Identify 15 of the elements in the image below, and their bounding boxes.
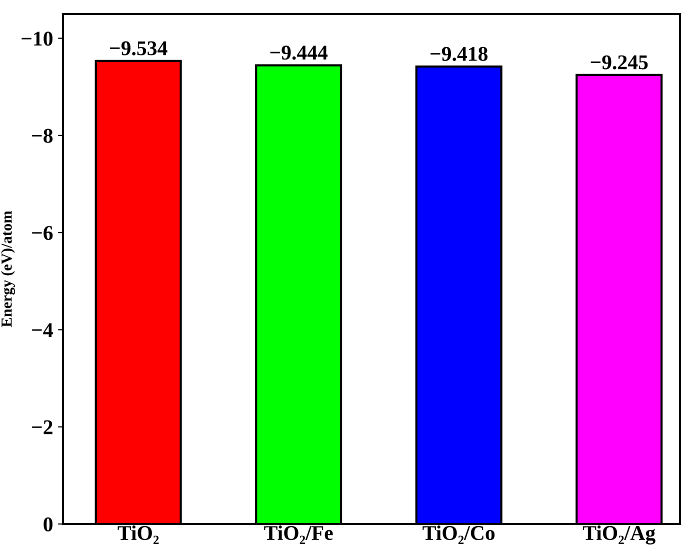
x-tick-label: TiO₂/Fe (264, 525, 333, 544)
y-tick-label: −4 (32, 323, 53, 337)
y-tick-label: −10 (22, 32, 52, 46)
data-label: −9.444 (270, 46, 328, 60)
data-label: −9.534 (110, 41, 168, 56)
y-tick-label: −6 (32, 226, 53, 240)
y-axis-title: Energy (eV)/atom (1, 210, 16, 328)
x-tick-label: TiO₂ (118, 525, 159, 544)
data-label: −9.418 (430, 46, 488, 62)
x-tick-label: TiO₂/Ag (582, 525, 656, 544)
data-label: −9.245 (590, 55, 648, 70)
y-tick-label: −2 (32, 420, 52, 434)
y-tick-label: 0 (44, 517, 52, 532)
y-tick-label: −8 (32, 128, 53, 143)
x-tick-label: TiO₂/Co (422, 525, 495, 544)
